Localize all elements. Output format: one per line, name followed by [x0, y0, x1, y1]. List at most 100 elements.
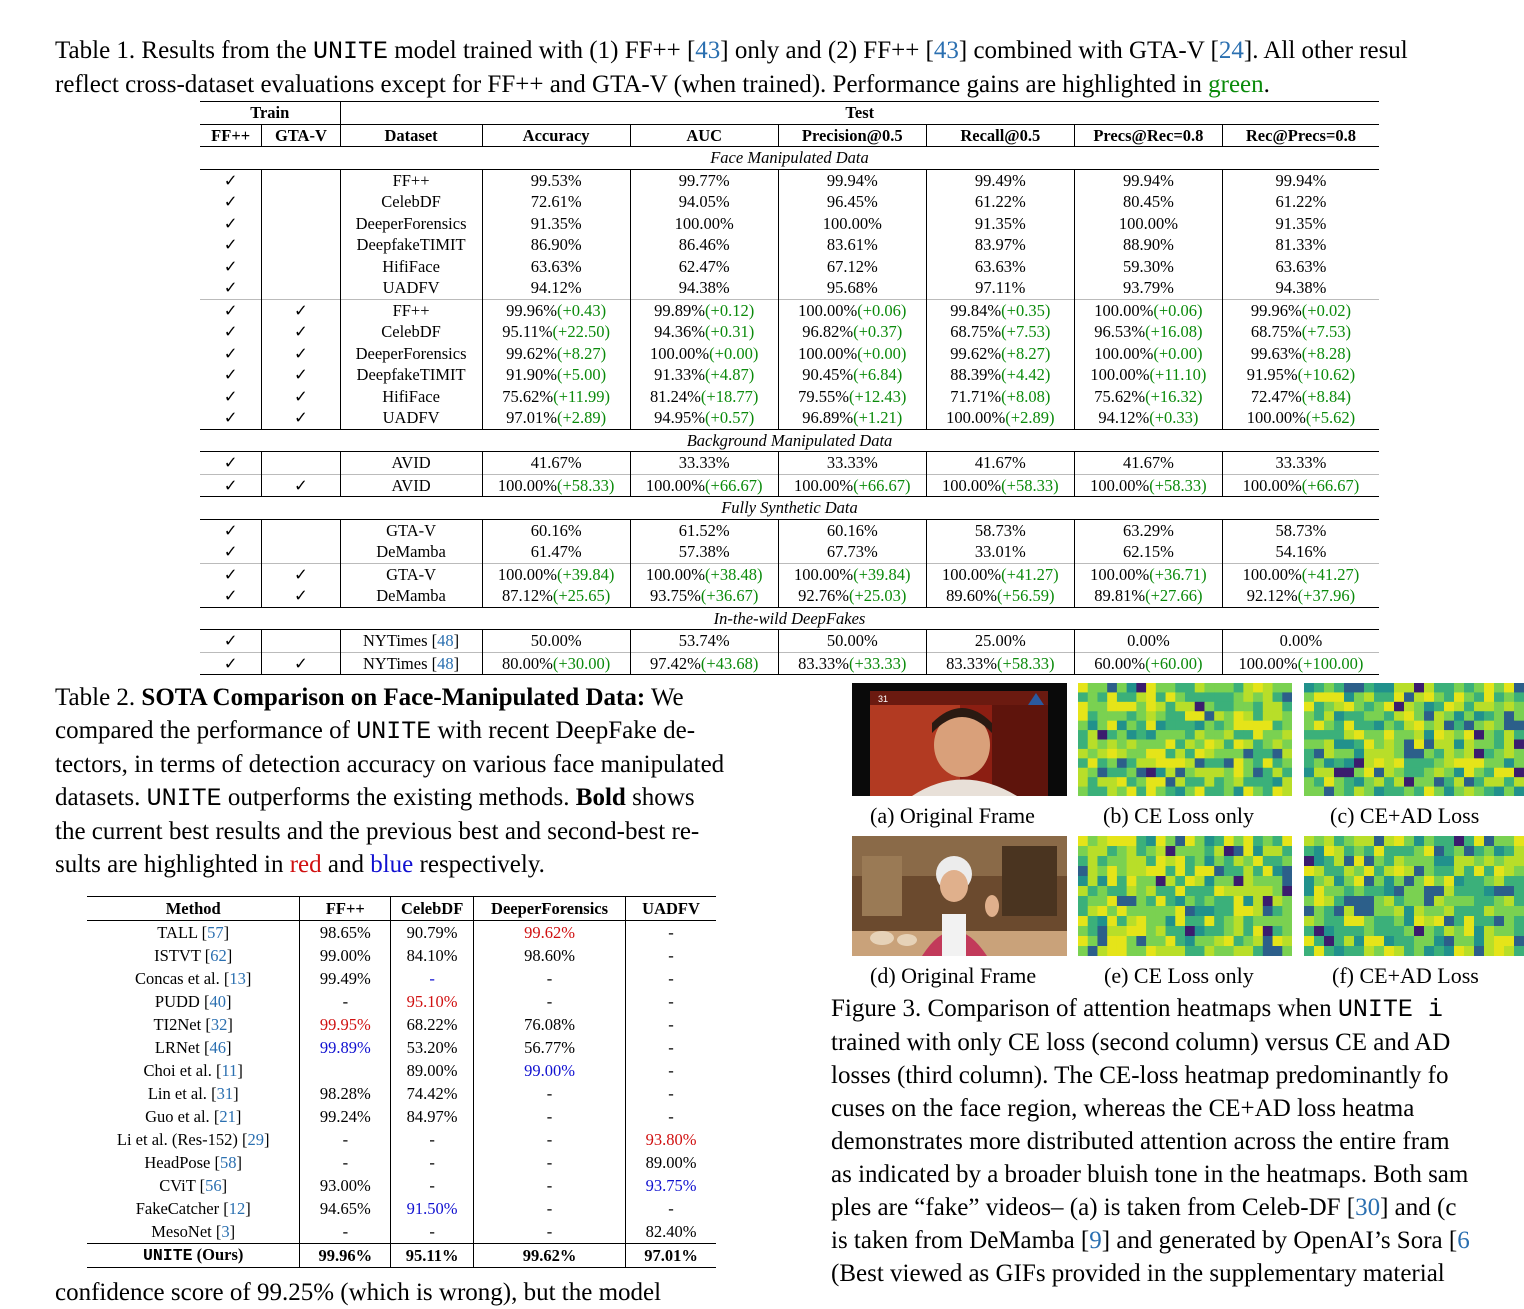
heatmap-ce-ad-loss-d: [1304, 836, 1524, 956]
metric-cell: 33.01%: [925, 541, 1075, 563]
metric-value: 72.47%: [1250, 386, 1302, 406]
metric-cell: 99.89%(+0.12): [629, 298, 779, 321]
accuracy-cell: 89.00%: [390, 1059, 474, 1082]
metric-cell: 92.12%(+37.96): [1221, 585, 1379, 607]
method-name: HeadPose [58]: [87, 1151, 300, 1174]
metric-cell: 96.45%: [777, 191, 927, 213]
metric-value: 79.55%: [798, 386, 849, 406]
dataset-name: HifiFace: [339, 385, 483, 407]
metric-gain: (+27.66): [1145, 586, 1203, 606]
bracket: ]: [235, 1106, 242, 1126]
method-name: TALL [57]: [87, 921, 300, 945]
metric-value: 100.00%: [497, 475, 557, 495]
section-title: Background Manipulated Data: [200, 428, 1379, 452]
metric-gain: (+66.67): [705, 475, 763, 495]
metric-gain: (+58.33): [997, 653, 1055, 673]
figure3-caption-line: losses (third column). The CE-loss heatm…: [831, 1059, 1524, 1092]
metric-value: 94.36%: [654, 322, 706, 342]
metric-cell: 41.67%: [925, 451, 1075, 474]
table-row: ✓ UADFV 94.12% 94.38% 95.68% 97.11% 93.79% 94.3…: [200, 277, 1379, 299]
dataset-name: HifiFace: [339, 255, 483, 277]
accuracy-cell: 98.65%: [299, 920, 391, 944]
metric-value: 90.45%: [802, 365, 854, 385]
metric-value: 96.53%: [1094, 322, 1146, 342]
metric-cell: 60.00%(+60.00): [1073, 651, 1223, 675]
bracket: [: [197, 922, 208, 942]
metric-cell: 89.60%(+56.59): [925, 585, 1075, 607]
metric-value: 99.94%: [1275, 170, 1327, 190]
metric-value: 87.12%: [501, 586, 553, 606]
metric-gain: (+0.57): [705, 408, 755, 428]
metric-cell: 96.89%(+1.21): [777, 407, 927, 429]
check-gta: ✓: [261, 321, 341, 343]
table2-caption-text: and: [321, 851, 371, 878]
metric-cell: 97.42%(+43.68): [629, 651, 779, 675]
metric-cell: 50.00%: [481, 629, 631, 652]
accuracy-cell: [299, 1059, 391, 1082]
metric-gain: (+58.33): [1149, 475, 1207, 495]
metric-value: 60.16%: [530, 520, 582, 540]
accuracy-cell: -: [625, 920, 716, 944]
metric-gain: (+10.62): [1297, 365, 1356, 385]
metric-cell: 75.62%(+11.99): [481, 385, 631, 407]
heatmap-ce-loss-d: [1078, 836, 1292, 956]
dataset-label: DeMamba: [376, 586, 446, 606]
accuracy-cell: -: [299, 1128, 391, 1151]
check-gta: ✓: [261, 298, 341, 321]
dataset-label: HifiFace: [382, 386, 440, 406]
dataset-name: UADFV: [339, 277, 483, 299]
accuracy-cell: 98.28%: [299, 1082, 391, 1105]
metric-gain: (+0.06): [857, 300, 907, 320]
metric-cell: 59.30%: [1073, 255, 1223, 277]
metric-value: 100.00%: [1094, 343, 1154, 363]
metric-value: 33.33%: [678, 453, 730, 473]
bracket: ]: [226, 945, 233, 965]
metric-cell: 93.75%(+36.67): [629, 585, 779, 607]
metric-value: 83.33%: [798, 653, 849, 673]
metric-gain: (+41.27): [1001, 564, 1059, 584]
table2-caption-line: the current best results and the previou…: [55, 815, 763, 848]
table-row: ✓ DeepfakeTIMIT 86.90% 86.46% 83.61% 83.97% 88…: [200, 234, 1379, 256]
metric-cell: 81.33%: [1221, 234, 1379, 256]
table-row: ✓ HifiFace 63.63% 62.47% 67.12% 63.63% 59.30% 6…: [200, 255, 1379, 277]
table2: Method FF++ CelebDF DeeperForensics UADFV TA…: [87, 896, 716, 1268]
metric-value: 60.16%: [826, 520, 878, 540]
check-ff: ✓: [223, 170, 238, 190]
metric-cell: 62.47%: [629, 255, 779, 277]
metric-value: 75.62%: [502, 386, 554, 406]
metric-value: 61.22%: [1275, 192, 1327, 212]
metric-cell: 61.47%: [481, 541, 631, 563]
method-name: Li et al. (Res-152) [29]: [87, 1128, 300, 1151]
metric-cell: 83.61%: [777, 234, 927, 256]
metric-value: 100.00%: [1242, 475, 1302, 495]
metric-cell: 100.00%(+38.48): [629, 562, 779, 585]
metric-cell: 91.35%: [925, 212, 1075, 234]
check-gta: [261, 277, 341, 299]
metric-gain: (+0.02): [1301, 300, 1351, 320]
subcaption-c: (c) CE+AD Loss: [1330, 803, 1480, 828]
accuracy-cell: -: [625, 990, 716, 1013]
table-row: HeadPose [58] - - -89.00%: [87, 1151, 716, 1174]
method-label: HeadPose: [144, 1152, 211, 1172]
check-ff: ✓: [223, 631, 238, 651]
metric-gain: (+22.50): [552, 322, 610, 342]
dataset-label: DeeperForensics: [355, 343, 467, 363]
dataset-label: NYTimes: [363, 653, 428, 673]
check-gta: [261, 255, 341, 277]
metric-value: 99.96%: [506, 300, 557, 320]
figure3-caption-text: 9: [1089, 1227, 1102, 1254]
metric-cell: 33.33%: [777, 451, 927, 474]
metric-cell: 61.22%: [925, 191, 1075, 213]
method-label: Concas et al.: [135, 968, 220, 988]
table2-caption-line: compared the performance of UNITE with r…: [55, 714, 763, 748]
metric-cell: 88.90%: [1073, 234, 1223, 256]
method-label: Li et al. (Res-152): [116, 1129, 238, 1149]
citation: 12: [228, 1198, 246, 1218]
method-name: Lin et al. [31]: [87, 1082, 300, 1105]
figure3-caption-text: is taken from DeMamba [: [831, 1227, 1090, 1254]
metric-value: 92.12%: [1246, 586, 1298, 606]
accuracy-cell: 76.08%: [472, 1013, 626, 1036]
method-name: TI2Net [32]: [87, 1013, 300, 1036]
check-ff: ✓: [223, 256, 238, 276]
metric-gain: (+4.87): [705, 365, 755, 385]
